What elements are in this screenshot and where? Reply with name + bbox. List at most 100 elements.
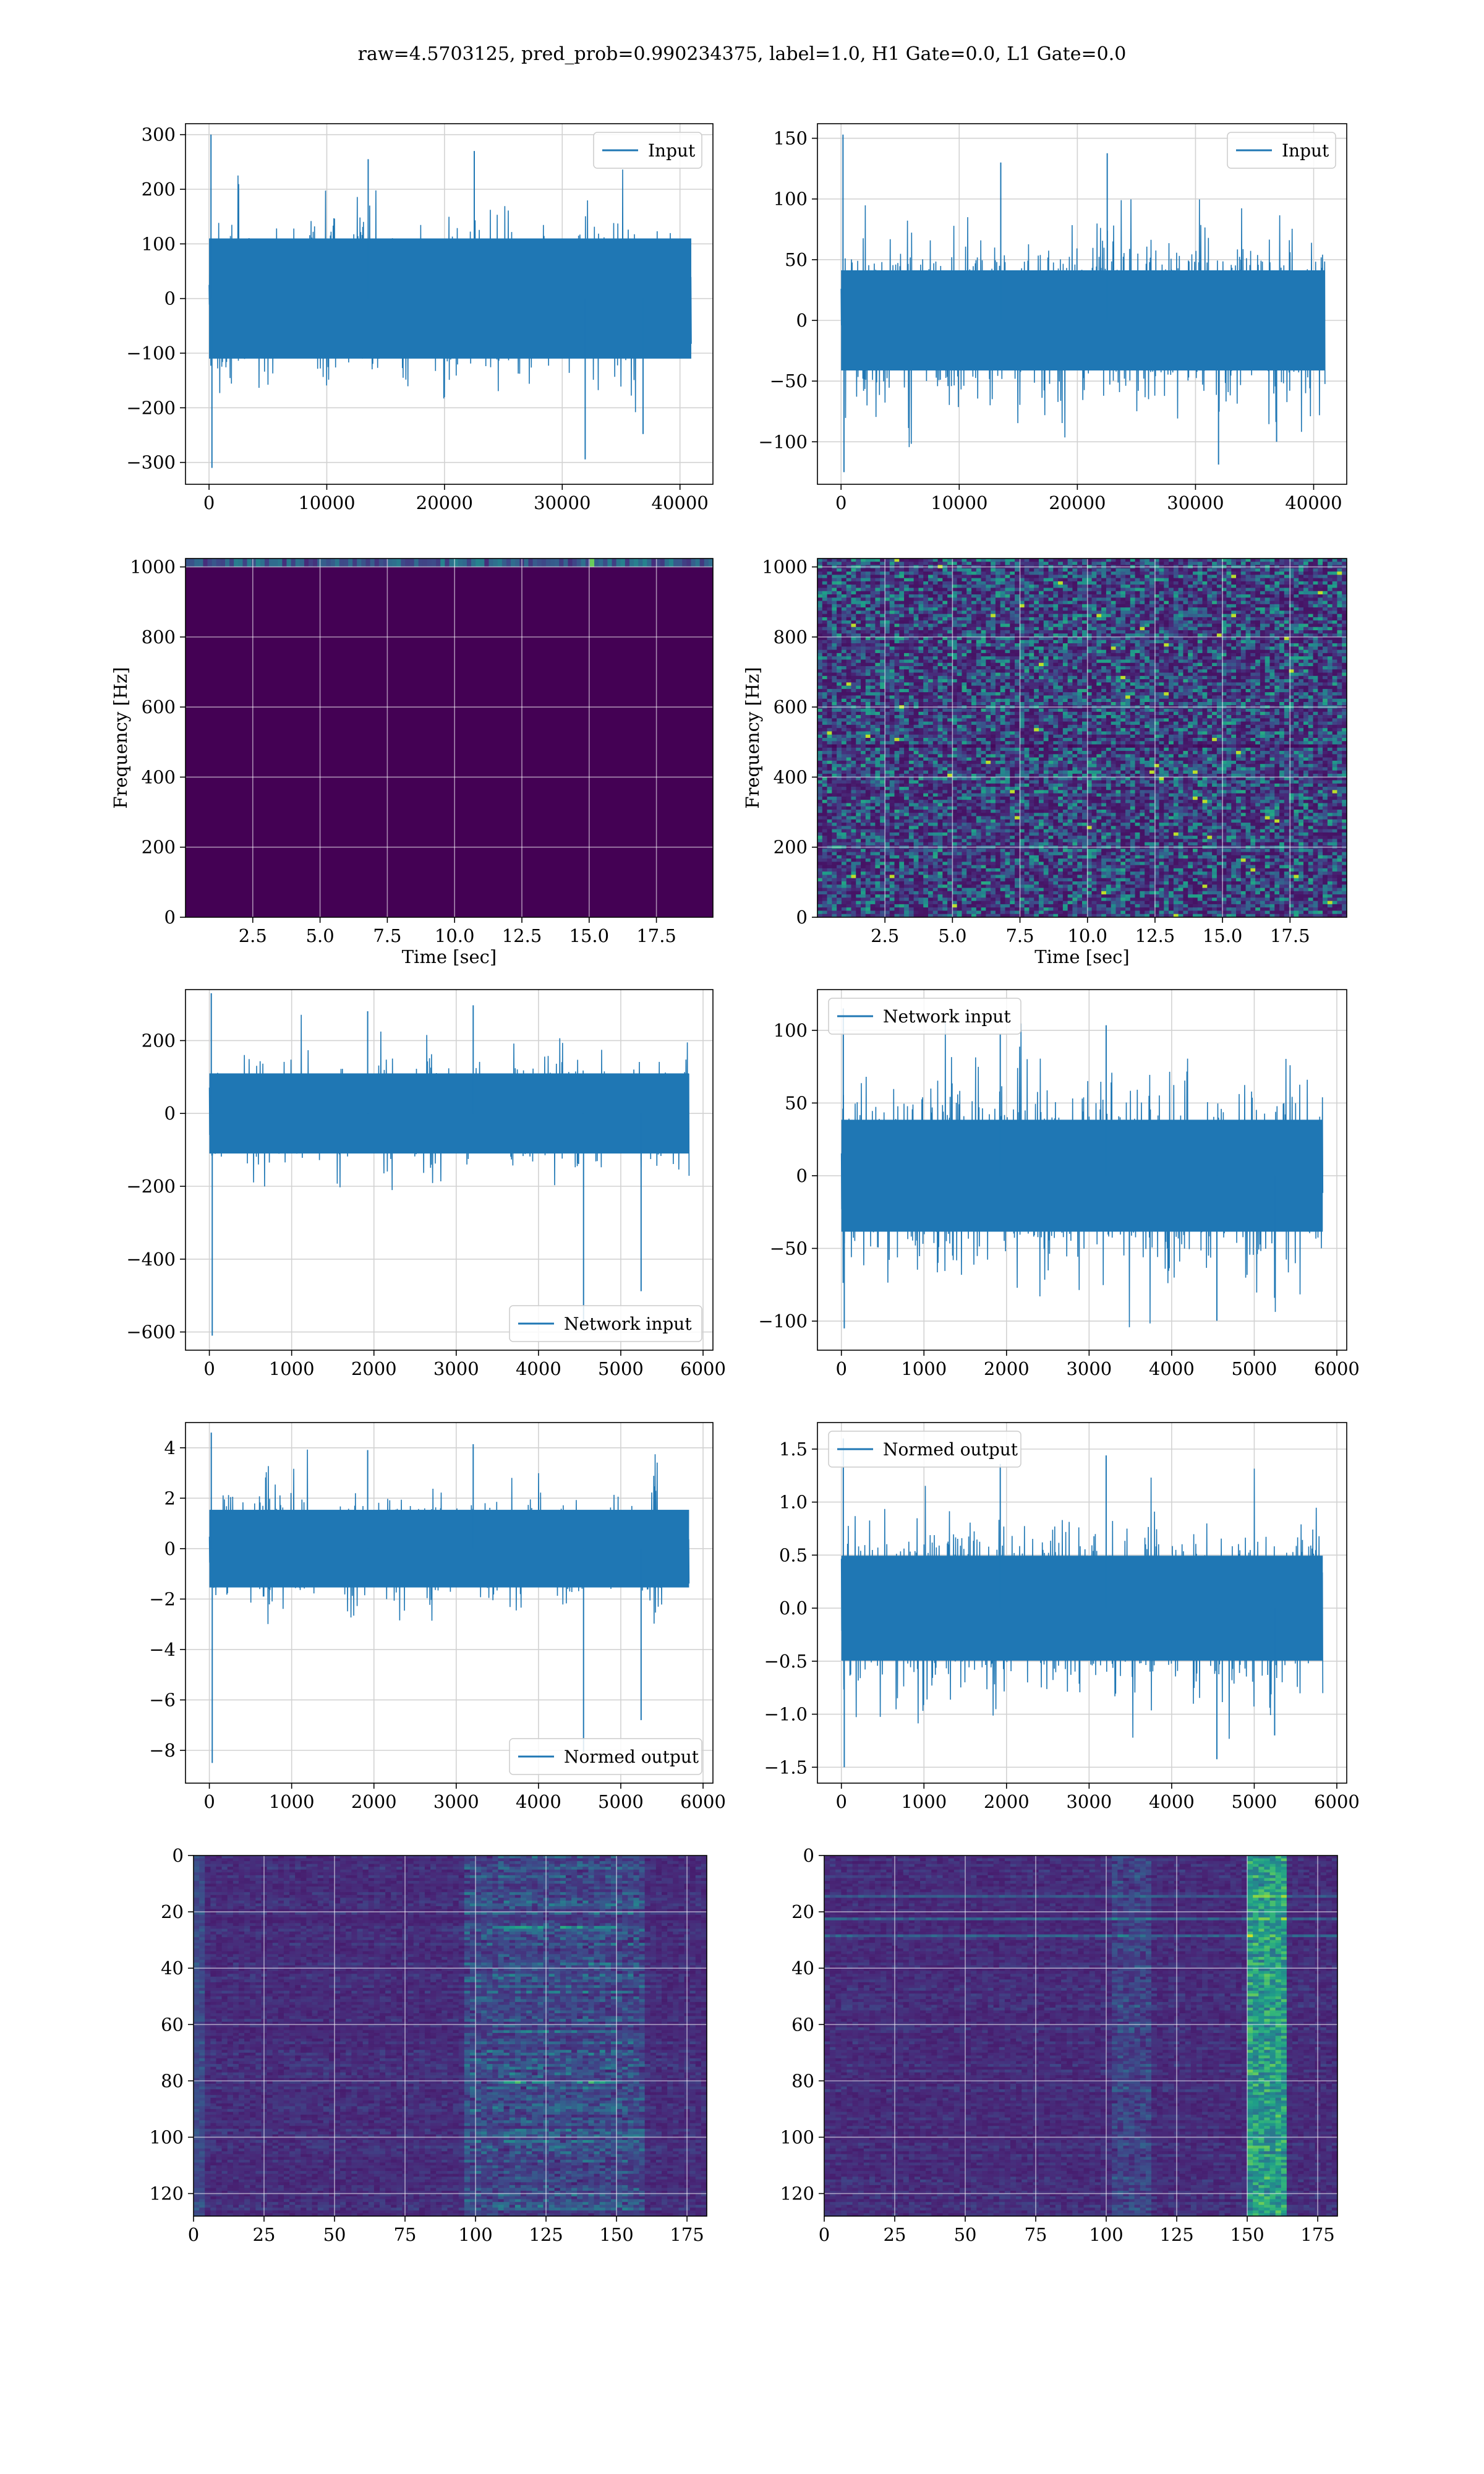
heatmap-cell — [865, 636, 871, 641]
heatmap-cell — [1140, 571, 1145, 575]
heatmap-cell — [1178, 607, 1184, 611]
heatmap-cell — [966, 601, 972, 605]
heatmap-cell — [1264, 575, 1271, 579]
heatmap-cell — [1264, 633, 1271, 638]
heatmap-cell — [927, 610, 934, 615]
heatmap-cell — [655, 559, 661, 567]
heatmap-cell — [1332, 685, 1338, 690]
heatmap-cell — [1130, 679, 1136, 683]
heatmap-cell — [1130, 623, 1136, 628]
heatmap-cell — [937, 685, 943, 690]
heatmap-cell — [894, 562, 900, 566]
heatmap-cell — [1308, 675, 1314, 680]
heatmap-cell — [1294, 675, 1299, 680]
heatmap-cell — [1043, 653, 1049, 657]
heatmap-cell — [822, 646, 828, 651]
heatmap-cell — [1140, 623, 1145, 628]
heatmap-cell — [1279, 685, 1285, 690]
heatmap-cell — [904, 607, 910, 611]
heatmap-cell — [1111, 656, 1117, 661]
heatmap-cell — [1308, 607, 1314, 611]
heatmap-cell — [981, 653, 986, 657]
heatmap-cell — [1294, 666, 1299, 670]
heatmap-cell — [1159, 623, 1164, 628]
heatmap-cell — [1135, 679, 1140, 683]
heatmap-cell — [991, 601, 996, 605]
heatmap-cell — [908, 656, 915, 661]
heatmap-cell — [1115, 692, 1121, 696]
heatmap-cell — [870, 614, 876, 618]
heatmap-cell — [846, 601, 852, 605]
heatmap-cell — [827, 630, 832, 634]
heatmap-cell — [1010, 575, 1015, 579]
heatmap-cell — [1115, 607, 1121, 611]
heatmap-cell — [937, 601, 943, 605]
heatmap-cell — [1207, 649, 1213, 654]
heatmap-cell — [947, 666, 953, 670]
heatmap-cell — [1197, 672, 1203, 677]
heatmap-cell — [856, 559, 861, 562]
heatmap-cell — [1130, 584, 1136, 589]
heatmap-cell — [884, 588, 890, 592]
heatmap-cell — [1005, 568, 1010, 572]
heatmap-cell — [1289, 597, 1294, 602]
heatmap-cell — [1120, 601, 1126, 605]
heatmap-cell — [856, 591, 861, 595]
heatmap-cell — [981, 614, 986, 618]
heatmap-cell — [1048, 610, 1054, 615]
heatmap-cell — [1072, 695, 1078, 700]
heatmap-cell — [1038, 685, 1044, 690]
heatmap-cell — [1221, 559, 1227, 562]
heatmap-cell — [952, 649, 958, 654]
heatmap-cell — [1284, 581, 1290, 585]
heatmap-cell — [1159, 640, 1164, 644]
heatmap-cell — [1303, 607, 1309, 611]
heatmap-cell — [1216, 581, 1222, 585]
heatmap-cell — [1159, 662, 1164, 667]
heatmap-cell — [1149, 640, 1155, 644]
heatmap-cell — [966, 666, 972, 670]
heatmap-cell — [1173, 649, 1179, 654]
heatmap-cell — [1260, 627, 1266, 631]
heatmap-cell — [841, 630, 847, 634]
heatmap-cell — [1236, 620, 1242, 625]
heatmap-cell — [957, 649, 963, 654]
heatmap-cell — [1308, 591, 1314, 595]
heatmap-cell — [1154, 636, 1160, 641]
heatmap-cell — [923, 614, 929, 618]
heatmap-cell — [1086, 620, 1093, 625]
heatmap-cell — [1202, 675, 1208, 680]
heatmap-cell — [889, 666, 895, 670]
heatmap-cell — [1125, 594, 1131, 598]
heatmap-cell — [1000, 656, 1006, 661]
heatmap-cell — [1082, 568, 1088, 572]
heatmap-cell — [1323, 692, 1328, 696]
heatmap-cell — [1255, 685, 1261, 690]
heatmap-cell — [1067, 679, 1073, 683]
heatmap-cell — [1327, 675, 1333, 680]
heatmap-cell — [899, 653, 905, 657]
heatmap-cell — [1221, 672, 1227, 677]
heatmap-cell — [1327, 591, 1333, 595]
heatmap-cell — [1019, 630, 1025, 634]
heatmap-cell — [1154, 695, 1160, 700]
heatmap-cell — [875, 695, 881, 700]
heatmap-cell — [995, 597, 1001, 602]
heatmap-cell — [1226, 575, 1232, 579]
heatmap-cell — [981, 672, 986, 677]
heatmap-cell — [1284, 666, 1290, 670]
heatmap-cell — [1303, 646, 1309, 651]
heatmap-cell — [1240, 571, 1247, 575]
heatmap-cell — [1029, 559, 1034, 562]
heatmap-cell — [927, 653, 934, 657]
heatmap-cell — [1202, 630, 1208, 634]
heatmap-cell — [841, 571, 847, 575]
heatmap-cell — [1015, 669, 1020, 674]
heatmap-cell — [1342, 594, 1347, 598]
heatmap-cell — [904, 672, 910, 677]
x-tick-label: 30000 — [534, 492, 591, 513]
heatmap-cell — [1188, 607, 1193, 611]
heatmap-cell — [1178, 578, 1184, 582]
heatmap-cell — [1029, 659, 1034, 664]
heatmap-cell — [1294, 682, 1299, 687]
